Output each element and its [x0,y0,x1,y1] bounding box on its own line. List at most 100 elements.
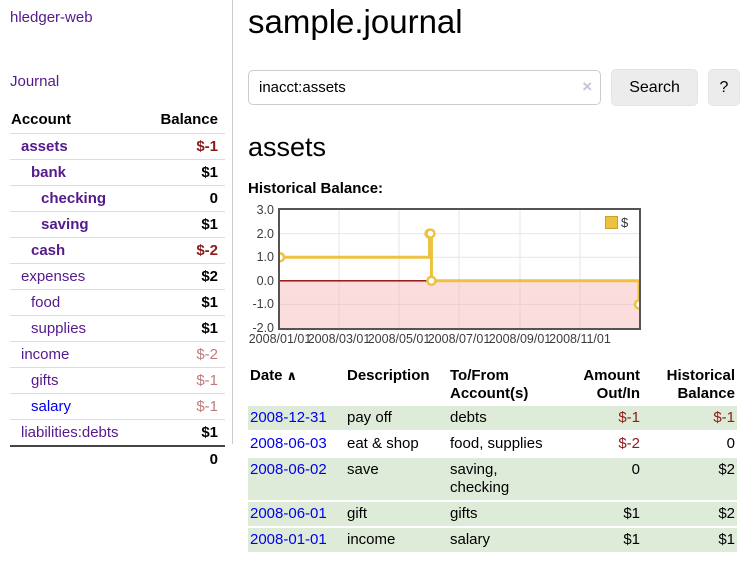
register-table: Date ∧ Description To/From Account(s) Amo… [248,364,737,554]
account-link-assets[interactable]: assets [21,138,68,155]
transaction-amount: $-1 [560,406,642,430]
y-tick-label: -2.0 [252,321,274,335]
account-row: assets $-1 [10,133,225,160]
account-balance: $1 [201,164,218,181]
register-header-accounts: To/From Account(s) [450,367,529,402]
account-link-bank[interactable]: bank [31,164,67,181]
transaction-description: gift [345,502,448,526]
x-tick-label: 2008/09/01 [488,332,552,346]
transaction-amount: $-2 [560,432,642,456]
x-tick-label: 2008/05/01 [367,332,431,346]
sidebar-item-journal[interactable]: Journal [10,73,60,90]
transaction-date-link[interactable]: 2008-12-31 [250,409,327,426]
account-balance: 0 [209,190,218,207]
page-title: sample.journal [248,3,463,40]
transaction-description: pay off [345,406,448,430]
account-row: food $1 [10,289,225,316]
transaction-balance: $1 [642,528,737,552]
transaction-date-link[interactable]: 2008-06-02 [250,461,327,478]
account-link-liabilities-debts[interactable]: liabilities:debts [21,424,119,441]
account-link-food[interactable]: food [31,294,61,311]
account-row: gifts $-1 [10,367,225,394]
account-row: income $-2 [10,341,225,368]
account-link-salary[interactable]: salary [31,398,72,415]
search-form: × Search ? [248,69,740,106]
account-balance: $1 [201,294,218,311]
x-tick-label: 2008/01/01 [248,332,312,346]
account-balance: $1 [201,424,218,441]
account-balance: $1 [201,320,218,337]
search-button[interactable]: Search [611,69,698,106]
account-link-expenses[interactable]: expenses [21,268,86,285]
account-row: saving $1 [10,211,225,238]
sort-ascending-icon: ∧ [286,368,298,383]
account-link-gifts[interactable]: gifts [31,372,59,389]
historical-balance-chart: 3.0 2.0 1.0 0.0 -1.0 -2.0 2008/01/01 2008/03/0… [248,203,648,346]
account-balance: $-1 [196,372,218,389]
chart-legend: $ [603,214,631,231]
register-header-row: Date ∧ Description To/From Account(s) Amo… [248,366,737,404]
register-header-date[interactable]: Date ∧ [250,367,298,384]
account-balance: $-1 [196,398,218,415]
transaction-amount: 0 [560,458,642,500]
x-tick-label: 2008/07/01 [427,332,491,346]
main-content: sample.journal × Search ? assets Histori… [248,0,740,554]
register-row[interactable]: 2008-06-01 gift gifts $1 $2 [248,502,737,526]
transaction-balance: 0 [642,432,737,456]
transaction-accounts: gifts [448,502,560,526]
accounts-total-row: 0 [10,445,225,472]
transaction-date-link[interactable]: 2008-06-03 [250,435,327,452]
transaction-balance: $2 [642,502,737,526]
transaction-description: income [345,528,448,552]
transaction-accounts: debts [448,406,560,430]
account-row: expenses $2 [10,263,225,290]
register-row[interactable]: 2008-06-02 save saving, checking 0 $2 [248,458,737,500]
account-row: salary $-1 [10,393,225,420]
y-tick-label: -1.0 [252,297,274,312]
account-row: supplies $1 [10,315,225,342]
transaction-amount: $1 [560,528,642,552]
account-row: bank $1 [10,159,225,186]
transaction-accounts: salary [448,528,560,552]
accounts-table: Account Balance assets $-1 bank $1 check… [10,107,225,472]
transaction-accounts: food, supplies [448,432,560,456]
x-tick-label: 2008/03/01 [307,332,371,346]
transaction-balance: $-1 [642,406,737,430]
y-tick-label: 1.0 [256,250,274,265]
accounts-header-balance: Balance [160,111,218,128]
account-row: cash $-2 [10,237,225,264]
register-row[interactable]: 2008-01-01 income salary $1 $1 [248,528,737,552]
register-row[interactable]: 2008-06-03 eat & shop food, supplies $-2… [248,432,737,456]
search-input[interactable] [248,70,602,105]
account-heading: assets [248,132,327,162]
account-balance: $2 [201,268,218,285]
help-button[interactable]: ? [707,69,740,106]
account-balance: $-2 [196,346,218,363]
legend-label: $ [621,215,629,230]
transaction-description: save [345,458,448,500]
x-tick-label: 2008/11/01 [549,332,611,346]
chart-plot-area [278,208,641,330]
app-title-link[interactable]: hledger-web [10,9,93,26]
transaction-description: eat & shop [345,432,448,456]
chart-title: Historical Balance: [248,180,384,197]
transaction-date-link[interactable]: 2008-01-01 [250,531,327,548]
account-link-cash[interactable]: cash [31,242,66,259]
account-link-checking[interactable]: checking [41,190,107,207]
y-tick-label: 2.0 [256,226,274,241]
accounts-total-value: 0 [144,445,225,472]
account-link-saving[interactable]: saving [41,216,89,233]
transaction-date-link[interactable]: 2008-06-01 [250,505,327,522]
account-link-supplies[interactable]: supplies [31,320,87,337]
register-header-amount: Amount Out/In [583,367,640,402]
clear-search-icon[interactable]: × [582,77,593,96]
y-tick-label: 0.0 [256,273,274,288]
register-row[interactable]: 2008-12-31 pay off debts $-1 $-1 [248,406,737,430]
y-tick-label: 3.0 [256,203,274,217]
sidebar: hledger-web Journal Account Balance asse… [0,0,233,472]
account-row: checking 0 [10,185,225,212]
account-link-income[interactable]: income [21,346,70,363]
account-balance: $1 [201,216,218,233]
accounts-header-account: Account [11,111,71,128]
register-header-balance: Historical Balance [666,367,735,402]
